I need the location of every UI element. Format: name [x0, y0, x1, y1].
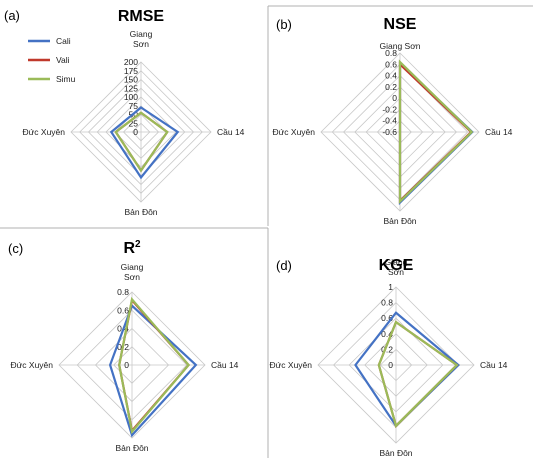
axis-label: Sơn	[388, 267, 404, 277]
tick-label: 0.8	[385, 48, 397, 58]
tick-label: 0	[124, 360, 129, 370]
series-cali	[109, 106, 180, 180]
axis-label: Bản Đôn	[379, 448, 412, 458]
tick-label: 1	[388, 282, 393, 292]
axis-label: Đức Xuyên	[22, 127, 65, 137]
tick-label: 0	[392, 93, 397, 103]
tick-label: -0.2	[382, 104, 397, 114]
tick-label: 0.6	[381, 313, 393, 323]
series-simu	[118, 296, 191, 435]
tick-label: 0.6	[385, 59, 397, 69]
legend-label: Vali	[56, 55, 70, 65]
tick-label: 100	[124, 92, 138, 102]
tick-label: 0.4	[385, 71, 397, 81]
chart-title: R2	[123, 239, 141, 257]
series-simu	[398, 59, 474, 205]
panel-label: (c)	[8, 241, 23, 256]
tick-label: 175	[124, 66, 138, 76]
axis-label: Bản Đôn	[115, 443, 148, 453]
axis-label: Đức Xuyên	[10, 360, 53, 370]
tick-label: 150	[124, 75, 138, 85]
tick-label: 125	[124, 83, 138, 93]
axis-label: Cầu 14	[217, 127, 245, 137]
panel-label: (b)	[276, 17, 292, 32]
tick-label: -0.4	[382, 116, 397, 126]
tick-label: -0.6	[382, 127, 397, 137]
tick-label: 0.6	[117, 305, 129, 315]
axis-label: Cầu 14	[480, 360, 508, 370]
chart-title: KGE	[379, 257, 414, 274]
axis-label: Đức Xuyên	[272, 127, 315, 137]
axis-label: Sơn	[133, 39, 149, 49]
tick-label: 0.2	[381, 344, 393, 354]
panel-label: (d)	[276, 258, 292, 273]
axis-label: Bản Đôn	[383, 216, 416, 226]
tick-label: 0.8	[381, 298, 393, 308]
legend-label: Simu	[56, 74, 76, 84]
series-simu	[377, 320, 459, 428]
chart-title: NSE	[384, 16, 417, 33]
tick-label: 0	[388, 360, 393, 370]
series-simu	[114, 111, 169, 173]
axis-label: Cầu 14	[485, 127, 513, 137]
axis-label: Giang	[121, 262, 144, 272]
tick-label: 0.2	[385, 82, 397, 92]
title-superscript: 2	[135, 239, 141, 250]
axis-label: Giang	[130, 29, 153, 39]
tick-label: 0.8	[117, 287, 129, 297]
tick-label: 0.4	[381, 329, 393, 339]
axis-label: Đức Xuyên	[269, 360, 312, 370]
tick-label: 0	[133, 127, 138, 137]
axis-label: Bản Đôn	[124, 207, 157, 217]
axis-label: Giang Sơn	[379, 41, 420, 51]
tick-label: 200	[124, 57, 138, 67]
legend-label: Cali	[56, 36, 71, 46]
axis-label: Sơn	[124, 272, 140, 282]
axis-label: Cầu 14	[211, 360, 239, 370]
tick-label: 75	[129, 101, 139, 111]
legend: Cali Vali Simu	[28, 36, 76, 84]
series-cali	[108, 303, 198, 438]
panel-label: (a)	[4, 8, 20, 23]
chart-title: RMSE	[118, 8, 165, 25]
tick-label: 25	[129, 118, 139, 128]
axis-label: Giang	[385, 257, 408, 267]
